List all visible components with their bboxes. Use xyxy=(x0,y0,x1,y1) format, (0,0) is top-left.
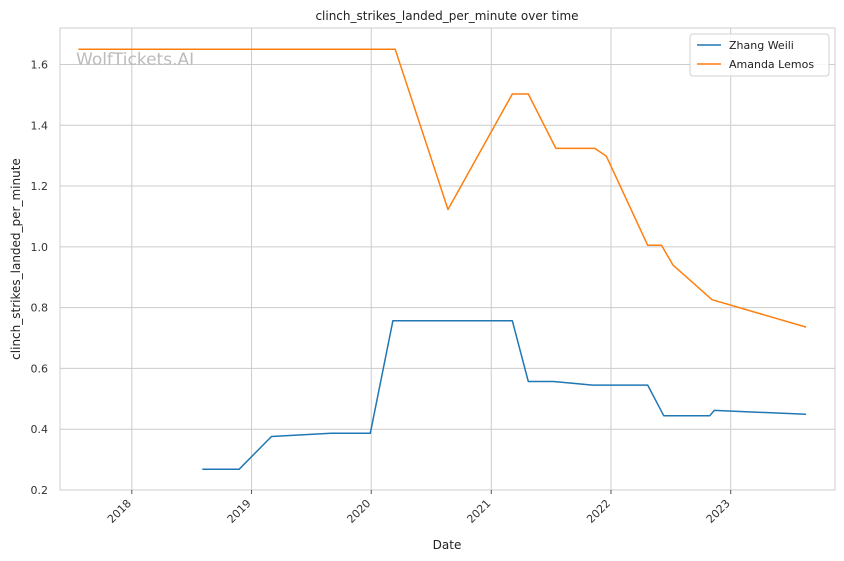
chart-title: clinch_strikes_landed_per_minute over ti… xyxy=(315,9,578,23)
x-axis-title: Date xyxy=(433,538,462,552)
y-tick-label: 0.8 xyxy=(31,302,49,315)
series-line-zhang-weili xyxy=(202,319,807,471)
legend-label-zhang-weili: Zhang Weili xyxy=(729,39,794,52)
watermark-text: WolfTickets.AI xyxy=(76,50,194,70)
y-tick-label: 1.0 xyxy=(31,241,49,254)
plot-frame xyxy=(59,27,836,491)
y-axis-title: clinch_strikes_landed_per_minute xyxy=(9,158,23,360)
legend-box xyxy=(689,33,830,77)
legend-label-amanda-lemos: Amanda Lemos xyxy=(729,58,814,71)
y-tick-label: 0.6 xyxy=(31,362,49,375)
y-tick-label: 0.2 xyxy=(31,484,49,497)
series-layer xyxy=(78,48,807,471)
legend: Zhang Weili Amanda Lemos xyxy=(689,33,830,77)
series-line-amanda-lemos xyxy=(78,48,807,328)
y-axis-ticks: 0.2 0.4 0.6 0.8 1.0 1.2 1.4 1.6 xyxy=(31,58,49,497)
y-tick-label: 1.6 xyxy=(31,58,49,71)
y-tick-label: 1.2 xyxy=(31,180,49,193)
y-tick-label: 1.4 xyxy=(31,119,49,132)
y-tick-label: 0.4 xyxy=(31,423,49,436)
